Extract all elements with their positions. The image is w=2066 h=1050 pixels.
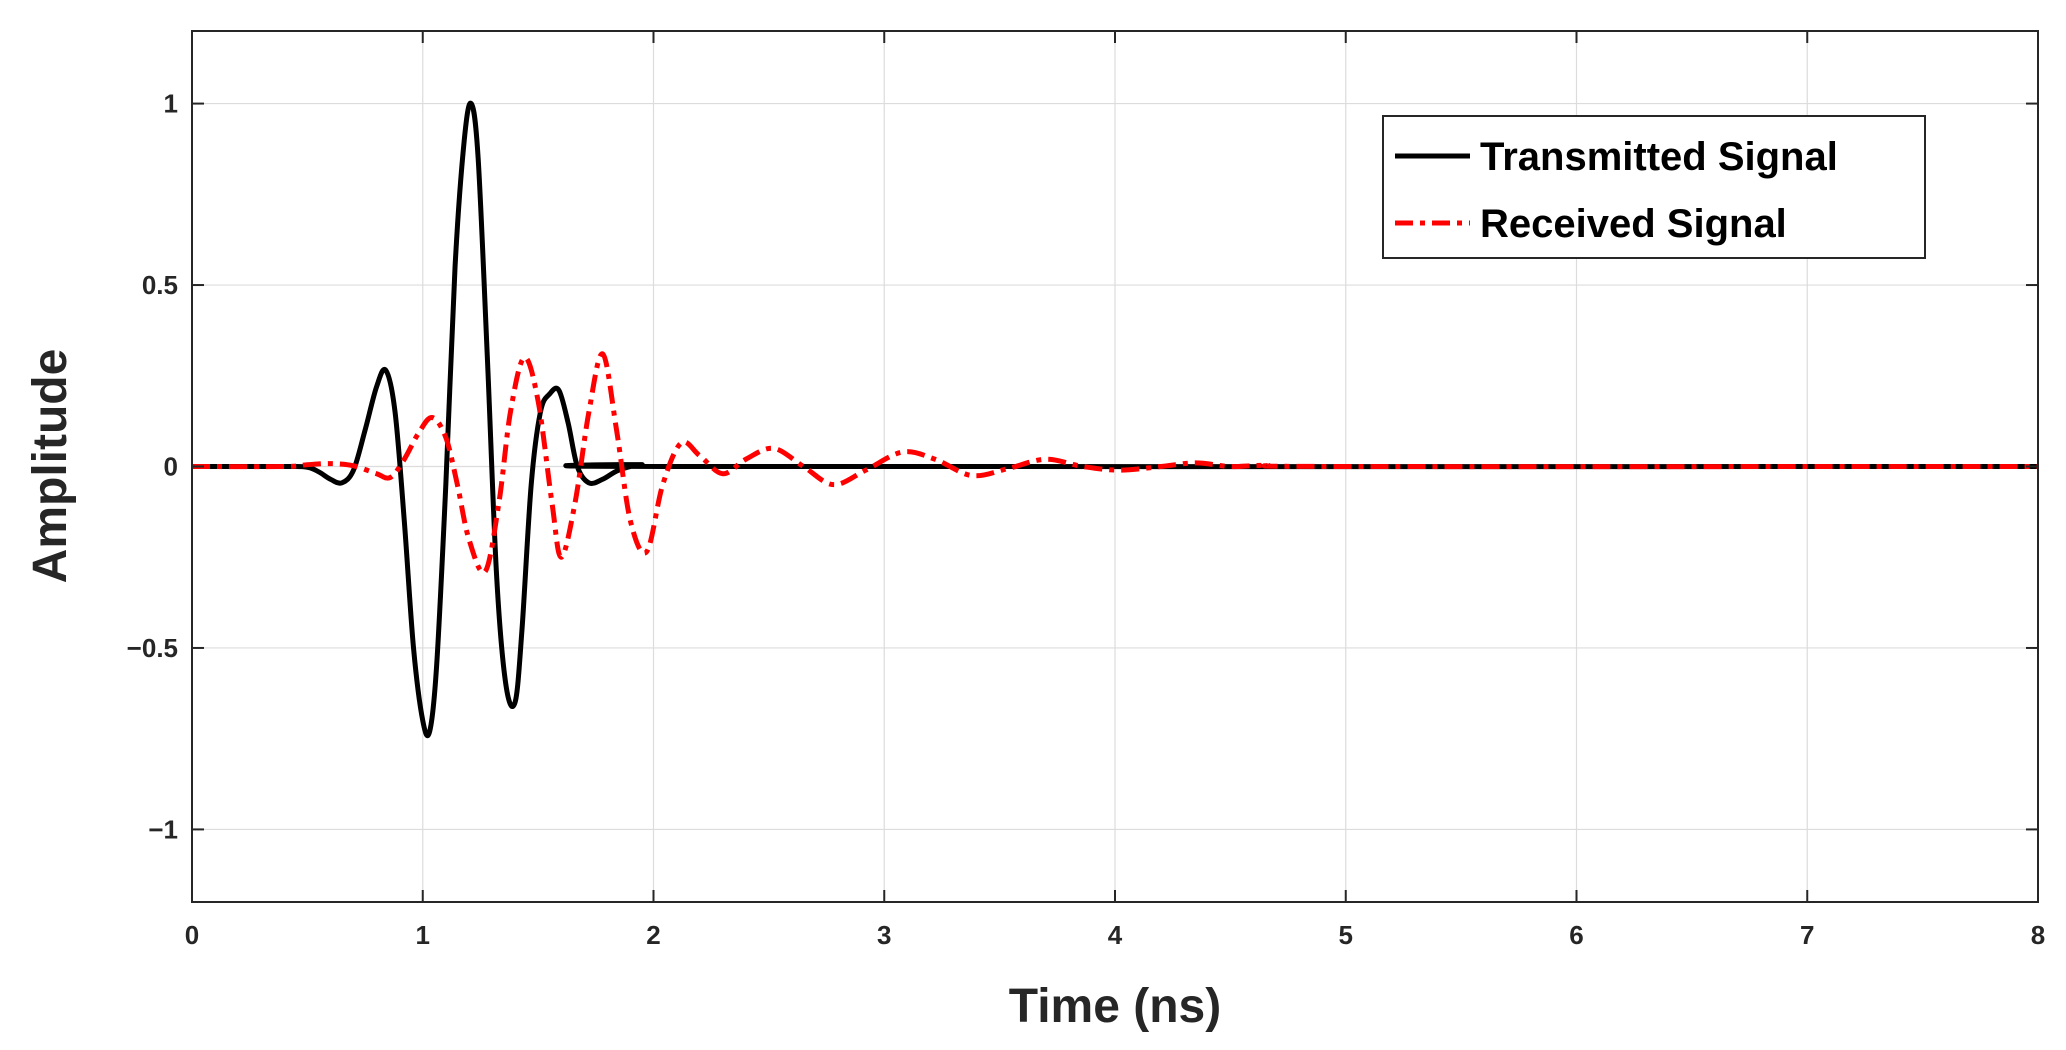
x-tick-label: 7: [1800, 920, 1814, 950]
x-tick-label: 2: [646, 920, 660, 950]
x-tick-label: 0: [185, 920, 199, 950]
y-axis-title: Amplitude: [24, 349, 77, 584]
legend: Transmitted Signal Received Signal: [1382, 115, 1926, 259]
x-tick-label: 4: [1108, 920, 1123, 950]
y-tick-label: 0: [164, 452, 178, 482]
legend-label-received: Received Signal: [1480, 202, 1787, 246]
y-tick-label: −0.5: [127, 633, 178, 663]
x-tick-label: 6: [1569, 920, 1583, 950]
x-tick-label: 5: [1339, 920, 1353, 950]
y-tick-label: −1: [148, 814, 178, 844]
legend-label-transmitted: Transmitted Signal: [1480, 135, 1838, 179]
x-axis: 0 1 2 3 4 5 6 7 8: [185, 31, 2045, 950]
y-axis: −1 −0.5 0 0.5 1: [127, 89, 2038, 844]
y-tick-label: 1: [164, 89, 178, 119]
x-tick-label: 3: [877, 920, 891, 950]
series-layer: [192, 100, 2038, 739]
x-tick-label: 8: [2031, 920, 2045, 950]
series-line-received: [192, 351, 2038, 576]
x-tick-label: 1: [416, 920, 430, 950]
legend-box: [1382, 115, 1926, 259]
x-axis-title: Time (ns): [1009, 980, 1221, 1033]
y-tick-label: 0.5: [142, 270, 178, 300]
series-line-transmitted: [192, 100, 2038, 739]
